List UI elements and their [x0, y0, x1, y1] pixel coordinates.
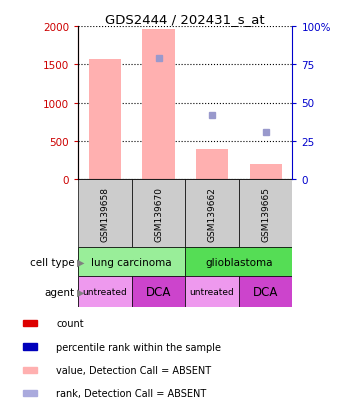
- Bar: [23, 320, 37, 327]
- Bar: [132, 180, 185, 248]
- Title: GDS2444 / 202431_s_at: GDS2444 / 202431_s_at: [105, 13, 265, 26]
- Bar: [239, 180, 292, 248]
- Bar: [78, 277, 132, 308]
- Text: count: count: [56, 318, 84, 328]
- Bar: [185, 180, 239, 248]
- Text: glioblastoma: glioblastoma: [205, 257, 273, 267]
- Text: GSM139658: GSM139658: [101, 186, 109, 241]
- Text: GSM139662: GSM139662: [208, 186, 217, 241]
- Text: cell type: cell type: [30, 257, 75, 267]
- Bar: [23, 367, 37, 373]
- Text: untreated: untreated: [190, 288, 235, 297]
- Text: GSM139670: GSM139670: [154, 186, 163, 241]
- Text: value, Detection Call = ABSENT: value, Detection Call = ABSENT: [56, 365, 211, 375]
- Text: percentile rank within the sample: percentile rank within the sample: [56, 342, 221, 351]
- Text: DCA: DCA: [253, 286, 278, 299]
- Text: GSM139665: GSM139665: [261, 186, 270, 241]
- Bar: [78, 180, 132, 248]
- Text: ▶: ▶: [76, 287, 84, 297]
- Text: agent: agent: [45, 287, 75, 297]
- Text: lung carcinoma: lung carcinoma: [91, 257, 172, 267]
- Bar: [23, 390, 37, 396]
- Bar: [250, 164, 282, 180]
- Text: ▶: ▶: [76, 257, 84, 267]
- Bar: [78, 248, 185, 277]
- Bar: [185, 277, 239, 308]
- Bar: [89, 60, 121, 180]
- Bar: [196, 150, 228, 180]
- Bar: [185, 248, 292, 277]
- Text: rank, Detection Call = ABSENT: rank, Detection Call = ABSENT: [56, 388, 206, 398]
- Bar: [23, 344, 37, 350]
- Text: untreated: untreated: [83, 288, 128, 297]
- Bar: [239, 277, 292, 308]
- Text: DCA: DCA: [146, 286, 171, 299]
- Bar: [132, 277, 185, 308]
- Bar: [142, 30, 175, 180]
